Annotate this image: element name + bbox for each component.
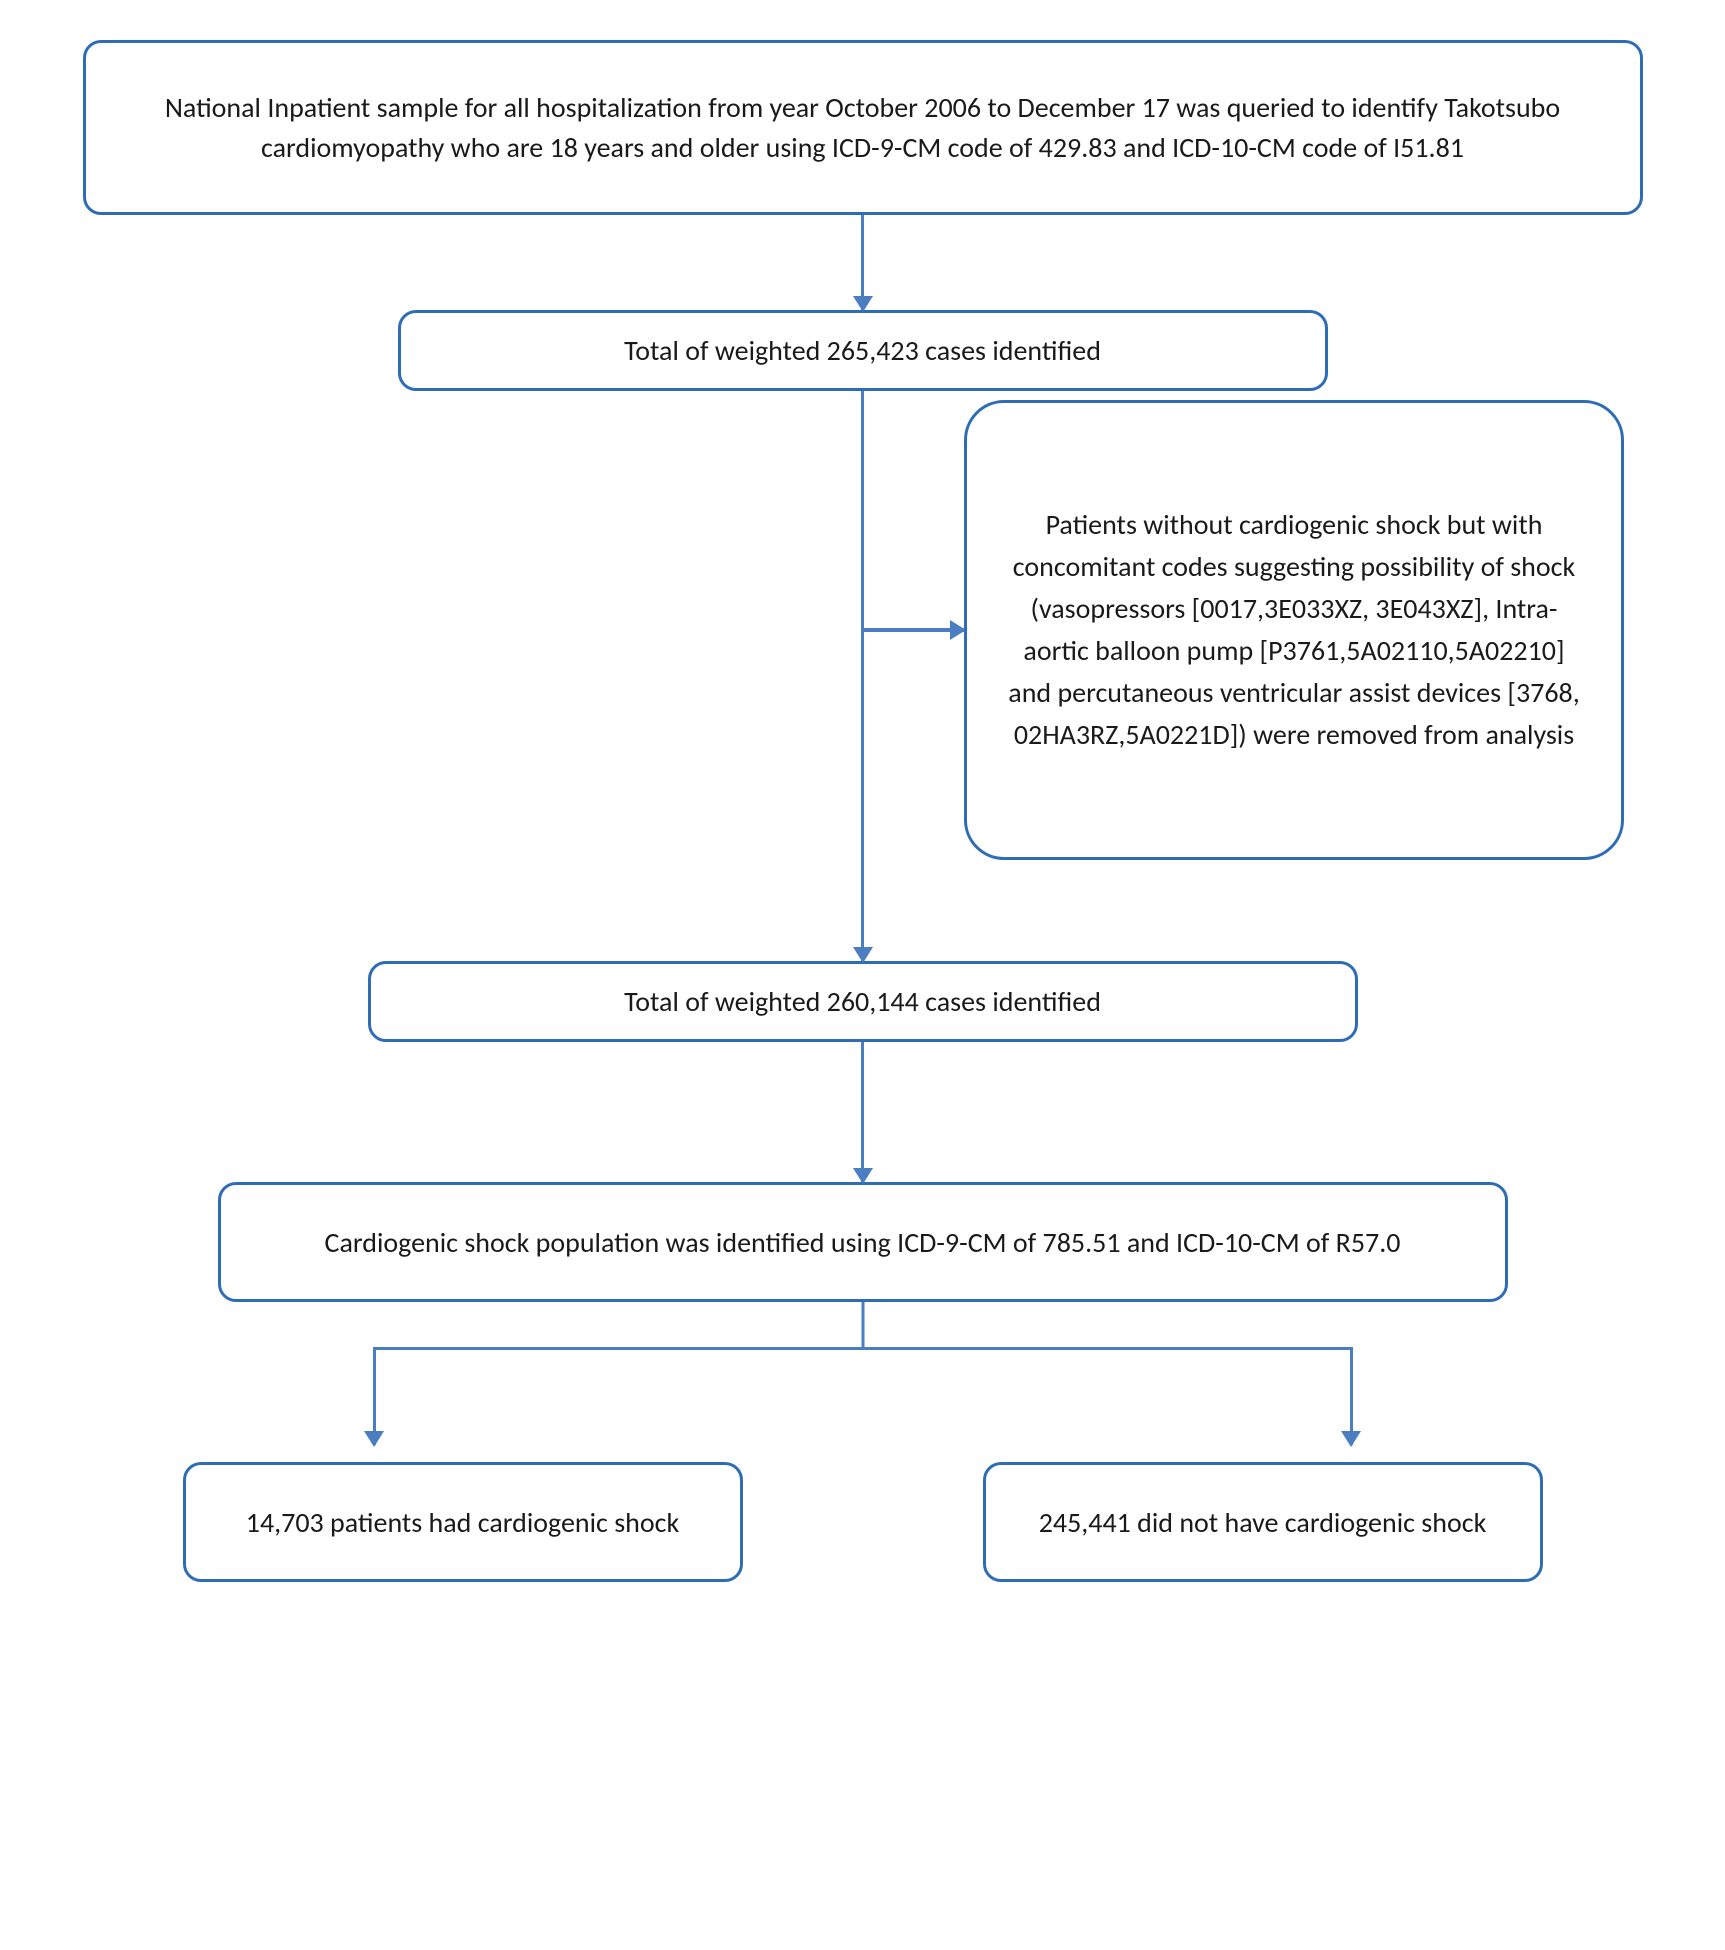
arrow-3 (861, 1042, 864, 1182)
box-total-265423: Total of weighted 265,423 cases identifi… (398, 310, 1328, 391)
box-exclusion-criteria: Patients without cardiogenic shock but w… (964, 400, 1624, 860)
box-cardiogenic-shock-id: Cardiogenic shock population was identif… (218, 1182, 1508, 1302)
box-inclusion-criteria: National Inpatient sample for all hospit… (83, 40, 1643, 215)
split-left-drop (373, 1350, 376, 1445)
split-right-drop (1350, 1350, 1353, 1445)
box-had-shock: 14,703 patients had cardiogenic shock (183, 1462, 743, 1582)
box-no-shock: 245,441 did not have cardiogenic shock (983, 1462, 1543, 1582)
arrow-to-side (864, 628, 964, 632)
bottom-row: 14,703 patients had cardiogenic shock 24… (183, 1462, 1543, 1582)
branch-row: Patients without cardiogenic shock but w… (861, 391, 864, 961)
flowchart-root: National Inpatient sample for all hospit… (40, 40, 1685, 1582)
arrow-1 (861, 215, 864, 310)
split-stem (861, 1302, 864, 1347)
side-branch: Patients without cardiogenic shock but w… (864, 400, 1624, 860)
box-total-260144: Total of weighted 260,144 cases identifi… (368, 961, 1358, 1042)
split-horizontal (373, 1347, 1353, 1350)
split-container: 14,703 patients had cardiogenic shock 24… (183, 1302, 1543, 1582)
